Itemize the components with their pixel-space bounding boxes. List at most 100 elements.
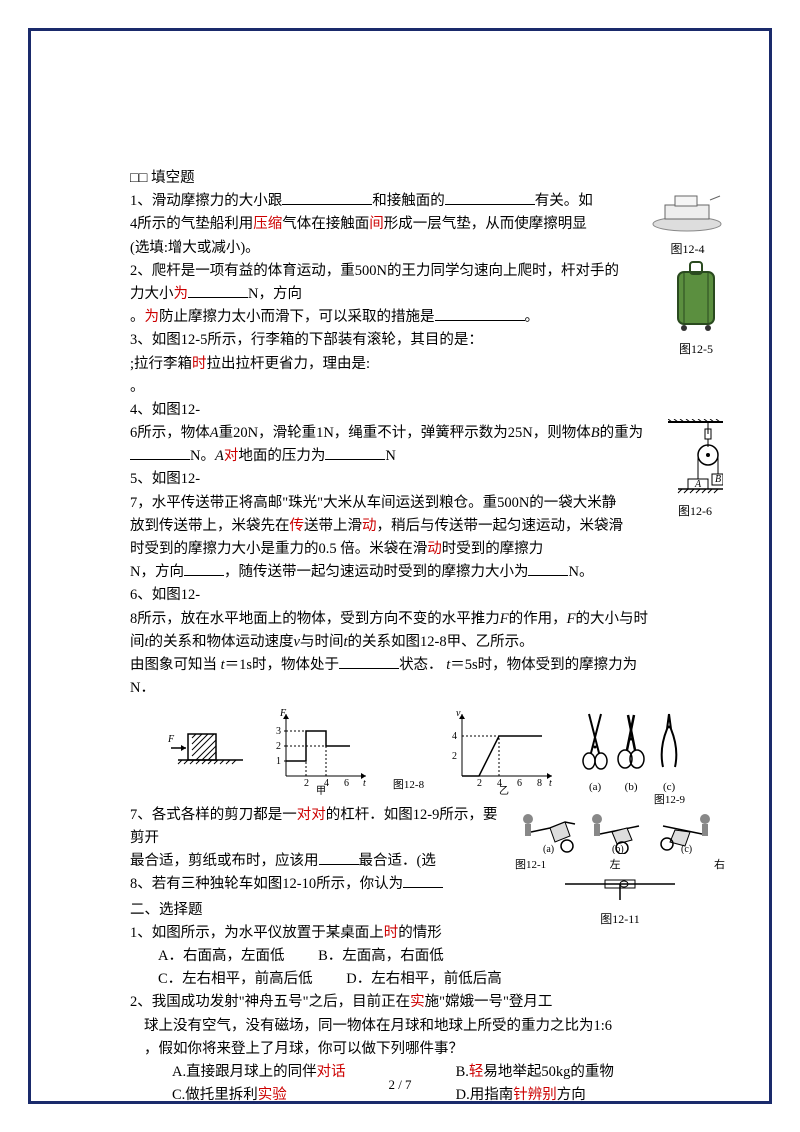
mc2-text: 2、我国成功发射"神舟五号"之后，目前正在 [130, 994, 410, 1010]
q6-italic: F [500, 611, 509, 627]
svg-text:8: 8 [537, 778, 542, 789]
blank [184, 562, 224, 577]
svg-text:2: 2 [477, 778, 482, 789]
svg-text:F: F [168, 734, 175, 745]
mc1-text: 的情形 [398, 925, 442, 941]
q3-text: ;拉行李箱 [130, 356, 192, 372]
q6-text: 间 [130, 634, 145, 650]
blank [188, 283, 248, 298]
q5-text-red: 动 [362, 518, 377, 534]
q3-text: 。 [130, 379, 145, 395]
section-1-title: □□ 填空题 [130, 167, 725, 190]
blank [325, 446, 385, 461]
question-7: (a) (b) (c) 图12-1 [130, 804, 725, 874]
q5-text: ，随传送带一起匀速运动时受到的摩擦力大小为 [224, 564, 529, 580]
mc2-text: 球上没有空气，没有磁场，同一物体在月球和地球上所受的重力之比为1:6 [130, 1018, 612, 1034]
q6-text: 6、如图12- [130, 587, 200, 603]
fig-12-1-label: 图12-1 [515, 857, 546, 875]
q5-text-red: 动 [427, 541, 442, 557]
q4-text: N。 [190, 448, 215, 464]
question-8: 8、若有三种独轮车如图12-10所示，你认为 [130, 873, 725, 896]
blank [130, 446, 190, 461]
q1-text: (选填:增大或减小)。 [130, 240, 260, 256]
q1-text: 4所示的气垫船利用 [130, 216, 253, 232]
q5-text: 放到传送带上，米袋先在 [130, 518, 290, 534]
question-2: 图12-5 2、爬杆是一项有益的体育运动，重500N的王力同学匀速向上爬时，杆对… [130, 260, 725, 330]
q4-italic: A [210, 425, 219, 441]
q8-text: 8、若有三种独轮车如图12-10所示，你认为 [130, 876, 403, 892]
mc1-option-d: D．左右相平，前低后高 [346, 968, 501, 991]
blank [282, 191, 372, 206]
svg-text:t: t [363, 778, 366, 789]
q7-text-red: 对对 [297, 807, 326, 823]
blank [319, 851, 359, 866]
q4-text-red: 对 [224, 448, 239, 464]
document-content: □□ 填空题 图12-4 1、滑动摩擦力的大小跟和接触面的有关。如 4所示的气垫… [130, 165, 725, 1057]
q2-text: 防止摩擦力太小而滑下，可以采取的措施是 [159, 309, 435, 325]
blank [403, 874, 443, 889]
q5-text: N。 [568, 564, 593, 580]
q7-text: 最合适，剪纸或布时，应该用 [130, 853, 319, 869]
svg-text:2: 2 [304, 778, 309, 789]
blank [528, 562, 568, 577]
question-4: B A 图12-6 4、如图12- 6所示，物体A重20N，滑轮重1N，绳重不计… [130, 399, 725, 469]
q5-text: 时受到的摩擦力大小是重力的0.5 倍。米袋在滑 [130, 541, 427, 557]
svg-text:v: v [456, 708, 461, 719]
q2-text: 。 [130, 309, 145, 325]
q5-text-red: 传 [290, 518, 305, 534]
scissors-label: (b) [614, 779, 648, 797]
svg-text:6: 6 [344, 778, 349, 789]
q5-text: 7，水平传送带正将高邮"珠光"大米从车间运送到粮仓。重500N的一袋大米静 [130, 495, 616, 511]
q4-text: 重20N，滑轮重1N，绳重不计，弹簧秤示数为25N，则物体 [219, 425, 591, 441]
q1-text: 1、滑动摩擦力的大小跟 [130, 193, 282, 209]
q5-text: N，方向 [130, 564, 184, 580]
fig-12-8-label: 图12-8 [393, 777, 424, 797]
q4-text: 4、如图12- [130, 402, 200, 418]
q4-text: 地面的压力为 [238, 448, 325, 464]
scissors-a-icon [579, 709, 611, 771]
mc1-option-b: B．左面高，右面低 [318, 945, 444, 968]
mc1-option-a: A．右面高，左面低 [158, 945, 284, 968]
hovercraft-icon [650, 190, 725, 232]
q6-text: 的关系如图12-8甲、乙所示。 [348, 634, 534, 650]
q6-text: 8所示，放在水平地面上的物体，受到方向不变的水平推力 [130, 611, 500, 627]
mc2-text: ，假如你将来登上了月球，你可以做下列哪件事？ [130, 1041, 463, 1057]
q6-text: 与时间 [300, 634, 344, 650]
q4-text: 的重为 [600, 425, 644, 441]
q2-text: 。 [525, 309, 540, 325]
blank [435, 307, 525, 322]
svg-text:4: 4 [452, 731, 457, 742]
q6-text: 由图象可知当 [130, 657, 221, 673]
graph-f-t: F t 1 2 3 2 4 6 甲 [268, 706, 373, 796]
scissors-c-icon [651, 709, 687, 771]
q5-text: ，稍后与传送带一起匀速运动，米袋滑 [377, 518, 624, 534]
q1-text: 有关。如 [535, 193, 593, 209]
q3-text: 3、如图12-5所示，行李箱的下部装有滚轮，其目的是： [130, 332, 483, 348]
q1-text-red: 压缩 [253, 216, 282, 232]
question-1: 图12-4 1、滑动摩擦力的大小跟和接触面的有关。如 4所示的气垫船利用压缩气体… [130, 190, 725, 260]
diagram-row-q6: F F t 1 2 3 2 4 6 甲 图12-8 [130, 706, 725, 796]
fig-12-4-label: 图12-4 [650, 240, 725, 259]
q1-text: 气体在接触面 [282, 216, 369, 232]
svg-text:F: F [279, 708, 287, 719]
q1-text: 形成一层气垫，从而使摩擦明显 [384, 216, 587, 232]
q6-text: ＝1s时，物体处于 [225, 657, 339, 673]
scissors-label: (a) [579, 779, 611, 797]
svg-text:(b): (b) [612, 844, 624, 854]
q6-text: ＝5s时，物体受到的摩擦力为 [450, 657, 637, 673]
level-right-label: 右 [714, 857, 725, 875]
q4-text: N [385, 448, 395, 464]
scissors-b-icon [614, 709, 648, 771]
mc1-text-red: 时 [384, 925, 399, 941]
mc-question-1: 1、如图所示，为水平仪放置于某桌面上时的情形 A．右面高，左面低 B．左面高，右… [130, 922, 725, 992]
q1-text-red: 间 [369, 216, 384, 232]
q2-text: 2、爬杆是一项有益的体育运动，重500N的王力同学匀速向上爬时，杆对手的 [130, 263, 619, 279]
q5-text: 5、如图12- [130, 471, 200, 487]
blank [339, 654, 399, 669]
q4-text: 6所示，物体 [130, 425, 210, 441]
q4-italic: B [591, 425, 600, 441]
q6-text: N． [130, 680, 155, 696]
level-left-label: 左 [610, 859, 621, 871]
svg-text:2: 2 [276, 741, 281, 752]
q5-text: 送带上滑 [304, 518, 362, 534]
